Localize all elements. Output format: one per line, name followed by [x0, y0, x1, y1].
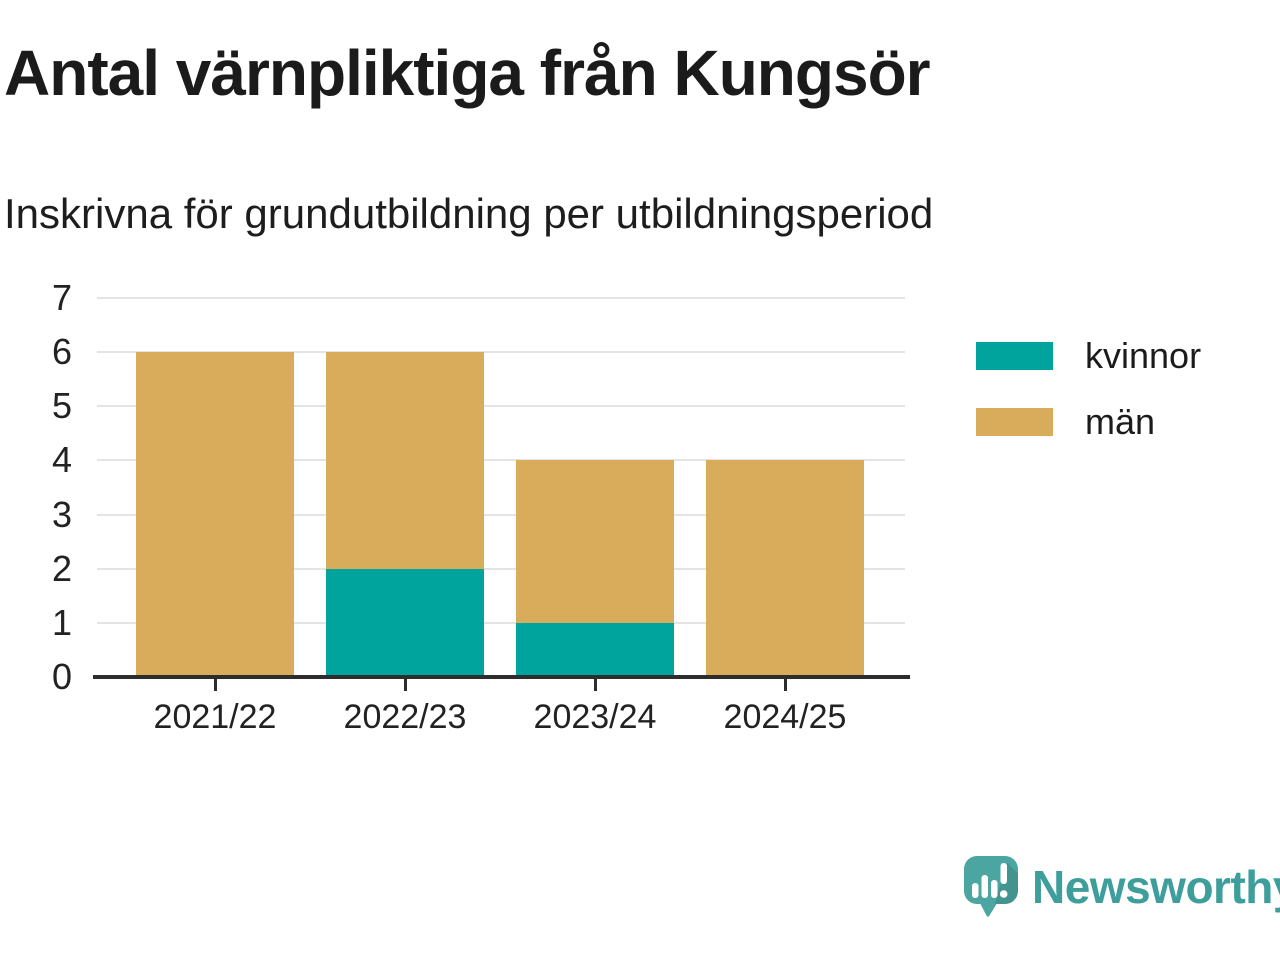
legend-swatch-män	[976, 408, 1053, 436]
gridline	[97, 513, 905, 516]
legend-item-kvinnor: kvinnor	[976, 338, 1201, 374]
x-axis-tick	[593, 679, 597, 691]
legend-label: kvinnor	[1085, 335, 1202, 376]
x-axis-label: 2022/23	[343, 698, 467, 736]
logo-bar-glyphs	[972, 863, 1008, 898]
y-axis-label: 2	[51, 547, 72, 589]
y-axis-label: 7	[51, 277, 72, 318]
legend-label: män	[1085, 401, 1156, 442]
y-axis-label: 0	[51, 656, 72, 697]
newsworthy-logo: Newsworthy	[962, 854, 1280, 920]
logo-text: Newsworthy	[1032, 861, 1280, 913]
bar-segment-män	[136, 352, 294, 677]
y-axis-label: 4	[51, 439, 72, 481]
chart-subtitle: Inskrivna för grundutbildning per utbild…	[4, 190, 934, 237]
bar-segment-kvinnor	[516, 622, 674, 677]
gridline	[97, 297, 905, 299]
gridline	[97, 459, 905, 462]
y-axis-label: 3	[51, 493, 72, 535]
gridline	[97, 621, 905, 624]
bar-segment-män	[326, 352, 484, 569]
x-axis-label: 2021/22	[153, 698, 277, 736]
bar-segment-män	[706, 460, 864, 677]
y-axis-label: 1	[51, 601, 72, 643]
legend-item-män: män	[976, 404, 1201, 440]
newsworthy-speech-bubble-chart-icon	[964, 856, 1018, 917]
bar-segment-kvinnor	[326, 568, 484, 677]
x-axis-tick	[403, 679, 407, 691]
y-axis-label: 5	[51, 385, 72, 427]
legend-swatch-kvinnor	[976, 342, 1053, 370]
chart-legend: kvinnor män	[976, 338, 1201, 440]
gridline	[97, 351, 905, 354]
y-axis-label: 6	[51, 331, 72, 373]
x-axis-label: 2023/24	[533, 698, 657, 736]
x-axis-tick	[213, 679, 217, 691]
x-axis-tick	[783, 679, 787, 691]
x-axis-line	[93, 675, 910, 679]
chart-title: Antal värnpliktiga från Kungsör	[4, 37, 931, 109]
x-axis-label: 2024/25	[723, 698, 847, 736]
gridline	[97, 405, 905, 408]
gridline	[97, 567, 905, 570]
bar-segment-män	[516, 460, 674, 623]
